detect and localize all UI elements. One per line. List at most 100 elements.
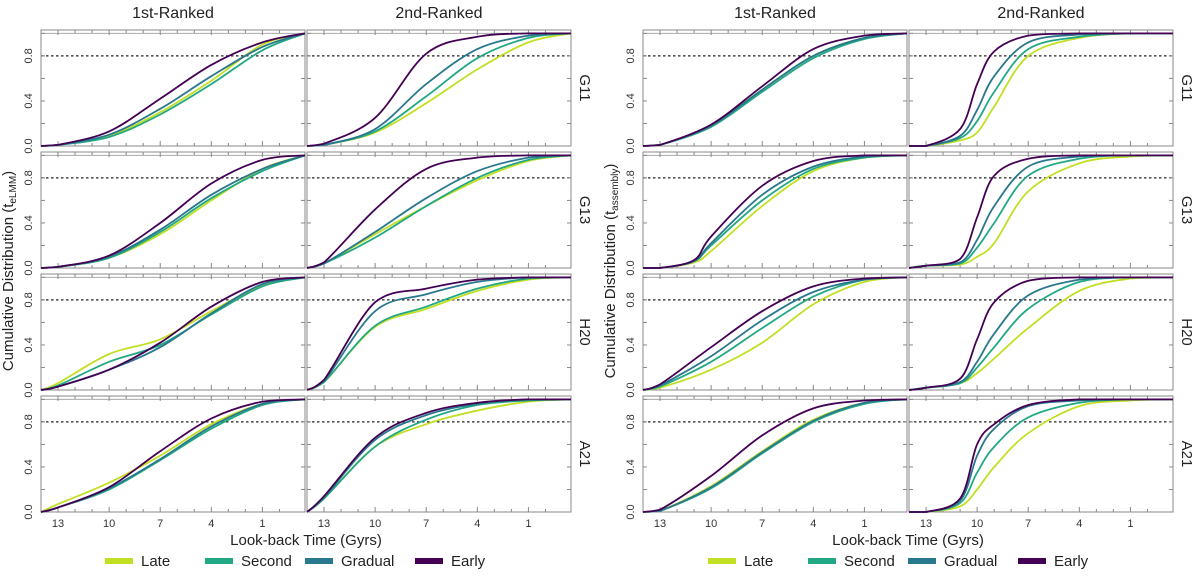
y-axis-label-close: ) bbox=[602, 164, 619, 169]
panel-frame bbox=[642, 29, 908, 147]
x-tick-label: 10 bbox=[705, 518, 717, 530]
legend-label: Early bbox=[451, 553, 486, 570]
series-line-early bbox=[642, 398, 908, 513]
legend-label: Second bbox=[241, 553, 292, 570]
series-line-gradual bbox=[306, 32, 572, 147]
panel-frame bbox=[642, 151, 908, 269]
panel-frame bbox=[40, 273, 306, 391]
series-line-late bbox=[306, 32, 572, 147]
panel-frame bbox=[40, 29, 306, 147]
y-axis-label: Cumulative Distribution (teLMM) bbox=[0, 171, 19, 371]
y-tick-label: 0.0 bbox=[625, 138, 637, 153]
panel-frame bbox=[908, 395, 1174, 513]
series-line-late bbox=[909, 32, 1173, 147]
y-tick-label: 0.4 bbox=[23, 93, 35, 108]
series-line-second bbox=[643, 154, 908, 269]
row-label: G13 bbox=[576, 196, 593, 224]
row-label: G11 bbox=[1178, 74, 1195, 101]
y-tick-label: 0.8 bbox=[23, 414, 35, 429]
row-label: A21 bbox=[1178, 441, 1195, 468]
row-label: G13 bbox=[1178, 196, 1195, 224]
panel-g11-first-ranked: 0.0 0.4 0.8 bbox=[625, 29, 908, 154]
y-tick-label: 0.0 bbox=[23, 260, 35, 275]
series-line-gradual bbox=[642, 276, 908, 391]
x-tick-label: 7 bbox=[759, 518, 765, 530]
x-tick-label: 1 bbox=[525, 518, 531, 530]
y-tick-label: 0.4 bbox=[625, 459, 637, 474]
series-line-early bbox=[306, 276, 571, 391]
series-line-second bbox=[306, 32, 572, 147]
x-tick-label: 7 bbox=[1025, 518, 1031, 530]
panel-h20-first-ranked: 0.0 0.4 0.8 bbox=[625, 273, 908, 398]
row-label: H20 bbox=[1178, 318, 1195, 346]
series-line-second bbox=[642, 32, 908, 147]
y-tick-label: 0.8 bbox=[23, 170, 35, 185]
series-line-early bbox=[643, 154, 907, 269]
panel-h20-second-ranked: H20 bbox=[908, 273, 1195, 391]
series-line-second bbox=[909, 32, 1173, 147]
panel-a21-first-ranked: 0.0 0.4 0.8 13 10 7 4 1 bbox=[23, 395, 306, 530]
y-axis-label-close: ) bbox=[0, 171, 17, 176]
series-line-early bbox=[40, 276, 306, 391]
legend-item-second: Second bbox=[808, 553, 895, 570]
x-tick-label: 7 bbox=[423, 518, 429, 530]
column-title: 1st-Ranked bbox=[734, 5, 816, 22]
y-tick-label: 0.0 bbox=[23, 504, 35, 519]
y-axis-label-subscript: eLMM bbox=[8, 176, 19, 204]
series-line-gradual bbox=[908, 154, 1173, 269]
panel-a21-first-ranked: 0.0 0.4 0.8 13 10 7 4 1 bbox=[625, 395, 908, 530]
x-tick-label: 1 bbox=[259, 518, 265, 530]
panel-frame bbox=[306, 273, 572, 391]
series-line-early bbox=[306, 154, 571, 269]
y-tick-label: 0.0 bbox=[23, 382, 35, 397]
y-tick-label: 0.4 bbox=[23, 215, 35, 230]
x-tick-label: 13 bbox=[920, 518, 932, 530]
x-tick-label: 13 bbox=[318, 518, 330, 530]
panel-frame bbox=[306, 395, 572, 513]
row-label: A21 bbox=[576, 441, 593, 468]
x-tick-label: 10 bbox=[103, 518, 115, 530]
series-line-early bbox=[40, 398, 306, 513]
series-line-late bbox=[306, 154, 572, 269]
x-tick-label: 10 bbox=[369, 518, 381, 530]
series-line-early bbox=[908, 276, 1173, 391]
x-tick-label: 1 bbox=[861, 518, 867, 530]
series-line-early bbox=[306, 398, 571, 513]
x-tick-label: 10 bbox=[971, 518, 983, 530]
left-figure: 1st-Ranked 2nd-Ranked Cumulative Distribut… bbox=[0, 5, 593, 570]
series-line-early bbox=[909, 32, 1173, 147]
series-line-late bbox=[643, 154, 908, 269]
series-line-late bbox=[40, 398, 306, 513]
series-line-gradual bbox=[40, 154, 306, 269]
column-title: 2nd-Ranked bbox=[395, 5, 482, 22]
panel-frame bbox=[40, 395, 306, 513]
panel-frame bbox=[908, 29, 1174, 147]
series-line-gradual bbox=[642, 398, 908, 513]
legend-item-late: Late bbox=[105, 553, 170, 570]
legend-label: Late bbox=[141, 553, 170, 570]
x-tick-label: 1 bbox=[1127, 518, 1133, 530]
row-label: G11 bbox=[576, 74, 593, 101]
series-line-gradual bbox=[306, 398, 571, 513]
y-tick-label: 0.8 bbox=[23, 48, 35, 63]
series-line-late bbox=[908, 154, 1174, 269]
column-title: 1st-Ranked bbox=[132, 5, 214, 22]
series-line-late bbox=[642, 276, 908, 391]
series-line-second bbox=[908, 398, 1173, 513]
y-tick-label: 0.8 bbox=[625, 170, 637, 185]
series-line-gradual bbox=[306, 154, 572, 269]
y-axis-label-main: Cumulative Distribution (t bbox=[602, 210, 619, 378]
legend-label: Late bbox=[744, 553, 773, 570]
panel-frame bbox=[642, 395, 908, 513]
series-line-late bbox=[306, 276, 572, 391]
x-tick-label: 7 bbox=[157, 518, 163, 530]
panel-frame bbox=[306, 151, 572, 269]
series-line-second bbox=[908, 154, 1173, 269]
column-title: 2nd-Ranked bbox=[997, 5, 1084, 22]
y-tick-label: 0.8 bbox=[625, 414, 637, 429]
panel-g11-second-ranked: G11 bbox=[908, 29, 1195, 147]
x-tick-label: 13 bbox=[52, 518, 64, 530]
series-line-late bbox=[40, 154, 306, 269]
x-tick-label: 4 bbox=[810, 518, 816, 530]
